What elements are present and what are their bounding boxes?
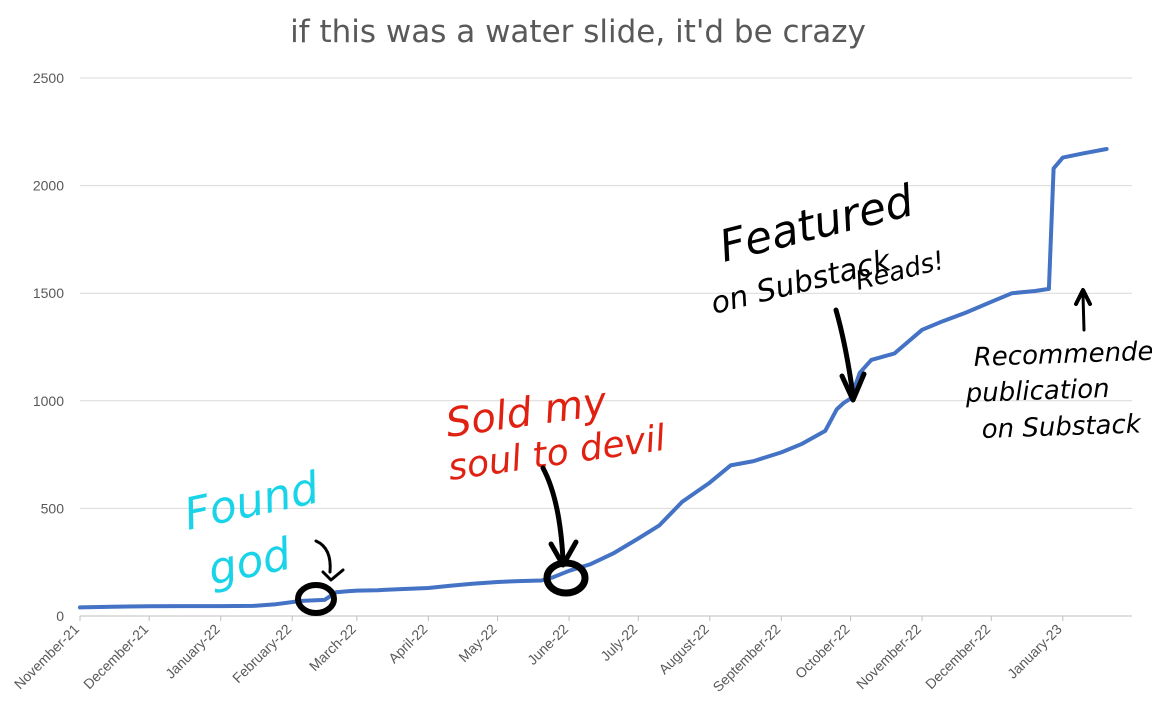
x-tick-label: January-22 xyxy=(162,621,223,682)
x-tick-label: May-22 xyxy=(455,621,499,665)
annotation-sold-soul-arrow xyxy=(540,465,566,563)
annotation-recommended-line-3: on Substack xyxy=(981,409,1142,445)
x-tick-label: December-21 xyxy=(80,621,151,692)
annotation-recommended-arrowhead xyxy=(1074,288,1092,306)
x-tick-label: February-22 xyxy=(229,621,294,686)
annotation-sold-soul-circle xyxy=(543,559,589,597)
x-tick-label: April-22 xyxy=(385,621,431,667)
y-tick-label: 2000 xyxy=(33,178,64,194)
annotation-featured: Featured on Substack Reads! xyxy=(707,175,947,403)
x-tick-label: June-22 xyxy=(524,621,571,668)
annotation-recommended-arrow xyxy=(1081,293,1086,332)
annotation-recommended-line-1: Recommended xyxy=(973,336,1152,373)
y-tick-label: 1500 xyxy=(33,285,64,301)
series-line xyxy=(78,147,1109,610)
x-tick-label: September-22 xyxy=(709,621,783,695)
x-tick-label: October-22 xyxy=(792,621,853,682)
y-axis-tick-labels: 0 500 1000 1500 2000 2500 xyxy=(33,70,64,624)
annotation-featured-arrow xyxy=(833,307,856,398)
x-tick-label: December-22 xyxy=(922,621,993,692)
annotation-sold-soul: Sold my soul to devil xyxy=(443,379,668,597)
annotation-found-god-line-2: god xyxy=(204,528,297,595)
x-tick-label: January-23 xyxy=(1004,621,1065,682)
annotation-found-god-arrowhead xyxy=(321,568,345,582)
x-tick-label: November-22 xyxy=(853,621,924,692)
annotation-found-god: Found god xyxy=(180,462,345,616)
annotation-found-god-circle xyxy=(295,582,337,616)
x-tick-label: March-22 xyxy=(306,621,359,674)
y-tick-label: 500 xyxy=(41,500,65,516)
gridlines xyxy=(80,77,1132,617)
chart-title: if this was a water slide, it'd be crazy xyxy=(290,14,866,50)
annotation-found-god-line-1: Found xyxy=(180,462,325,540)
y-tick-label: 0 xyxy=(56,608,64,624)
x-tick-label: August-22 xyxy=(655,621,712,678)
x-tick-label: November-21 xyxy=(11,621,82,692)
annotation-recommended: Recommended publication on Substack xyxy=(964,288,1152,445)
x-tick-label: July-22 xyxy=(597,621,640,664)
annotation-recommended-line-2: publication xyxy=(964,374,1110,409)
annotation-featured-arrowhead xyxy=(839,371,867,403)
y-tick-label: 1000 xyxy=(33,393,64,409)
y-tick-label: 2500 xyxy=(33,70,64,86)
annotation-found-god-arrow xyxy=(314,539,332,574)
